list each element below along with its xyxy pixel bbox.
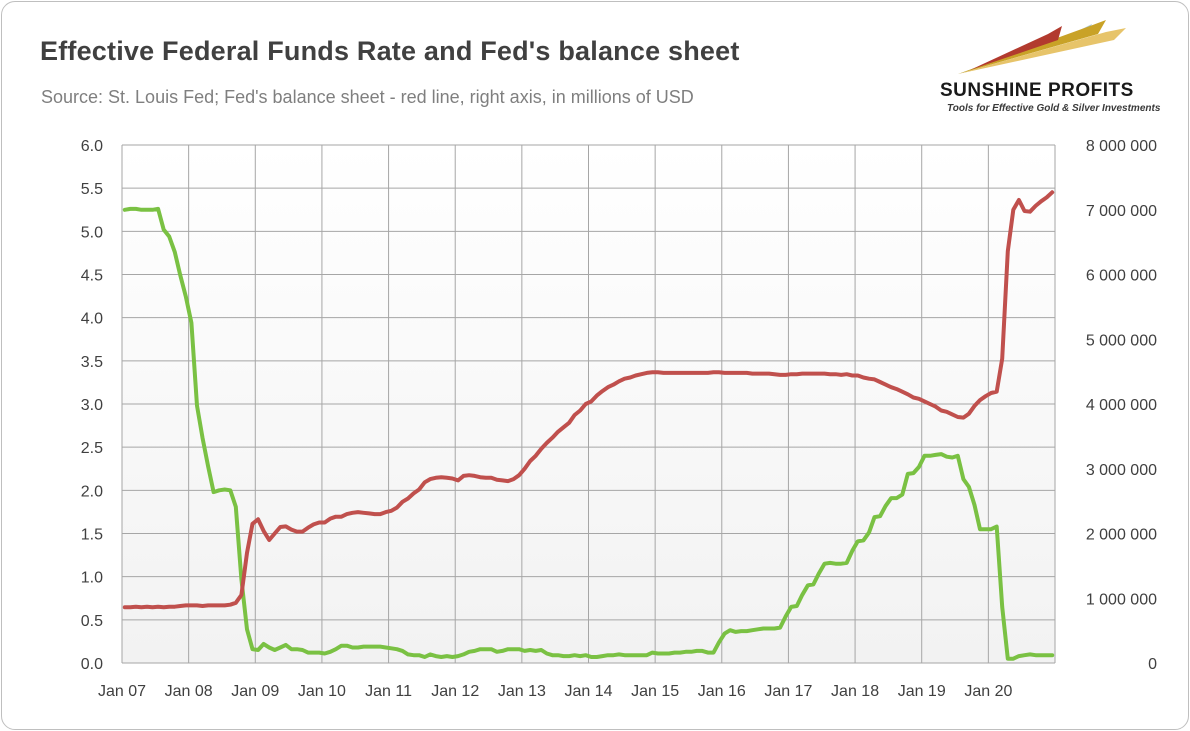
y-left-tick-label: 3.0: [81, 397, 103, 414]
y-left-tick-label: 3.5: [81, 354, 103, 371]
y-left-tick-label: 0.5: [81, 613, 103, 630]
y-right-tick-label: 1 000 000: [1086, 591, 1157, 608]
y-right-tick-label: 7 000 000: [1086, 203, 1157, 220]
x-tick-label: Jan 07: [98, 683, 146, 700]
y-right-tick-label: 0: [1148, 656, 1157, 673]
x-tick-label: Jan 20: [964, 683, 1012, 700]
y-right-tick-label: 5 000 000: [1086, 332, 1157, 349]
x-tick-label: Jan 13: [498, 683, 546, 700]
y-left-tick-label: 5.5: [81, 181, 103, 198]
y-right-tick-label: 4 000 000: [1086, 397, 1157, 414]
y-left-tick-label: 1.5: [81, 527, 103, 544]
x-tick-label: Jan 10: [298, 683, 346, 700]
x-tick-label: Jan 17: [764, 683, 812, 700]
x-tick-label: Jan 14: [564, 683, 612, 700]
x-tick-label: Jan 08: [165, 683, 213, 700]
logo-name: SUNSHINE PROFITS: [940, 80, 1134, 101]
logo-tagline: Tools for Effective Gold & Silver Invest…: [947, 103, 1161, 114]
y-right-tick-label: 6 000 000: [1086, 268, 1157, 285]
x-tick-label: Jan 15: [631, 683, 679, 700]
x-tick-label: Jan 18: [831, 683, 879, 700]
y-right-tick-label: 8 000 000: [1086, 138, 1157, 155]
x-tick-label: Jan 19: [898, 683, 946, 700]
chart-title: Effective Federal Funds Rate and Fed's b…: [40, 36, 740, 66]
series-line-balance-sheet: [122, 190, 1055, 610]
y-right-tick-label: 2 000 000: [1086, 527, 1157, 544]
x-tick-label: Jan 11: [365, 683, 412, 700]
y-left-tick-label: 2.0: [81, 483, 103, 500]
y-left-tick-label: 5.0: [81, 224, 103, 241]
series-line-fed-funds-rate: [122, 206, 1055, 661]
x-tick-label: Jan 12: [431, 683, 479, 700]
x-tick-label: Jan 09: [231, 683, 279, 700]
y-left-tick-label: 2.5: [81, 440, 103, 457]
y-left-tick-label: 1.0: [81, 570, 103, 587]
sunshine-rays-icon: [958, 20, 1126, 74]
chart-subtitle: Source: St. Louis Fed; Fed's balance she…: [41, 87, 694, 107]
y-right-tick-label: 3 000 000: [1086, 462, 1157, 479]
y-left-tick-label: 6.0: [81, 138, 103, 155]
y-left-tick-label: 4.0: [81, 311, 103, 328]
y-left-tick-label: 0.0: [81, 656, 103, 673]
y-left-tick-label: 4.5: [81, 268, 103, 285]
x-tick-label: Jan 16: [698, 683, 746, 700]
